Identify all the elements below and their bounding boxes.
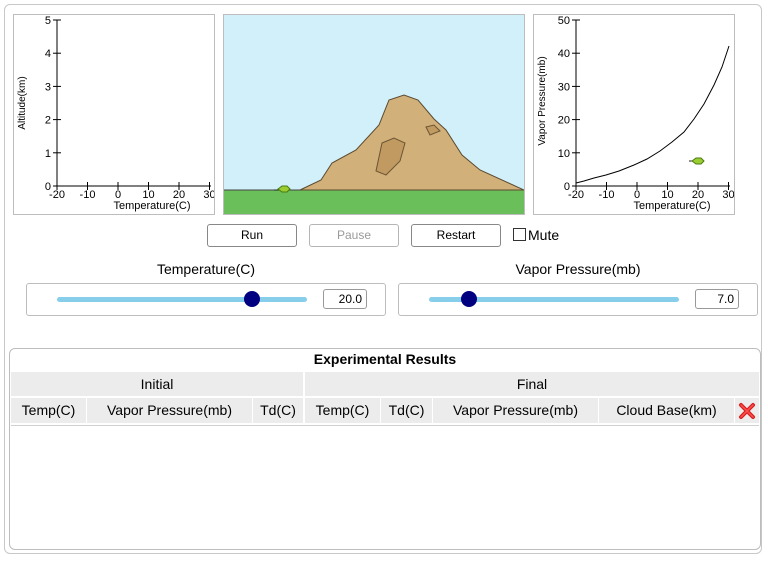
- results-table-body: [11, 425, 759, 546]
- x-tick-label: 0: [634, 189, 640, 201]
- experimental-results-panel: Experimental Results Initial Final Temp(…: [9, 348, 761, 550]
- group-initial-header: Initial: [11, 372, 305, 396]
- y-tick-label: 40: [558, 48, 570, 60]
- run-button[interactable]: Run: [207, 224, 297, 247]
- temperature-slider-thumb[interactable]: [244, 291, 260, 307]
- temperature-slider-label: Temperature(C): [156, 261, 256, 277]
- vapor-graph-x-label: Temperature(C): [633, 200, 710, 212]
- x-tick-label: 30: [203, 189, 214, 201]
- x-tick-label: -20: [568, 189, 584, 201]
- x-tick-label: 30: [722, 189, 734, 201]
- app-window: [4, 4, 762, 554]
- mute-checkbox[interactable]: Mute: [513, 227, 559, 243]
- ground: [224, 190, 524, 214]
- air-parcel-icon[interactable]: [277, 185, 291, 193]
- vapor-graph-svg: 0 10 20 30 40 50 -20 -10 0 10 20 30 Vapor Pressure…: [537, 15, 734, 212]
- y-tick-label: 2: [45, 115, 51, 127]
- vapor-parcel-marker-icon: [691, 157, 705, 165]
- col-initial-vapor-pressure: Vapor Pressure(mb): [87, 398, 253, 423]
- col-final-temp: Temp(C): [305, 398, 381, 423]
- x-tick-label: 10: [661, 189, 673, 201]
- results-column-header: Temp(C) Vapor Pressure(mb) Td(C) Temp(C)…: [11, 398, 759, 423]
- mountain-rock-large: [375, 137, 406, 176]
- y-tick-label: 0: [564, 181, 570, 193]
- col-initial-td: Td(C): [253, 398, 305, 423]
- y-tick-label: 20: [558, 115, 570, 127]
- x-tick-label: 0: [115, 189, 121, 201]
- x-tick-label: 20: [692, 189, 704, 201]
- x-tick-label: 20: [173, 189, 185, 201]
- mountain-rock-small: [425, 124, 441, 136]
- altitude-graph: 0 1 2 3 4 5 -20 -10 0 10 20 30 Altitude(km) Temper…: [13, 14, 215, 215]
- y-tick-label: 0: [45, 181, 51, 193]
- col-final-vapor-pressure: Vapor Pressure(mb): [433, 398, 599, 423]
- col-final-td: Td(C): [381, 398, 433, 423]
- vapor-pressure-graph: 0 10 20 30 40 50 -20 -10 0 10 20 30 Vapor Pressure…: [533, 14, 735, 215]
- clear-results-icon[interactable]: [738, 402, 756, 420]
- saturation-vapor-pressure-curve: [575, 45, 730, 184]
- x-tick-label: -10: [80, 189, 96, 201]
- y-tick-label: 1: [45, 148, 51, 160]
- temperature-slider-panel: 20.0: [26, 283, 386, 316]
- col-cloud-base: Cloud Base(km): [599, 398, 735, 423]
- restart-button[interactable]: Restart: [411, 224, 501, 247]
- group-final-header: Final: [516, 376, 548, 392]
- pause-button[interactable]: Pause: [309, 224, 399, 247]
- mountain: [299, 94, 525, 191]
- temperature-value-field[interactable]: 20.0: [323, 289, 367, 309]
- y-tick-label: 10: [558, 148, 570, 160]
- results-title: Experimental Results: [313, 351, 457, 367]
- vapor-pressure-value-field[interactable]: 7.0: [695, 289, 739, 309]
- y-tick-label: 5: [45, 15, 51, 27]
- x-tick-label: -10: [599, 189, 615, 201]
- altitude-graph-x-label: Temperature(C): [113, 200, 190, 212]
- temperature-slider-track[interactable]: [57, 297, 307, 302]
- vapor-axis-label: Vapor Pressure(mb): [537, 56, 548, 145]
- results-group-header: Initial Final: [11, 372, 759, 396]
- y-tick-label: 3: [45, 81, 51, 93]
- mute-checkbox-box[interactable]: [513, 228, 526, 241]
- x-tick-label: 10: [142, 189, 154, 201]
- altitude-graph-svg: 0 1 2 3 4 5 -20 -10 0 10 20 30 Altitude(km) Temper…: [17, 15, 214, 212]
- y-tick-label: 50: [558, 15, 570, 27]
- mountain-scene-svg: [224, 15, 525, 214]
- col-initial-temp: Temp(C): [11, 398, 87, 423]
- vapor-pressure-slider-thumb[interactable]: [461, 291, 477, 307]
- vapor-pressure-slider-panel: 7.0: [398, 283, 758, 316]
- vapor-pressure-slider-track[interactable]: [429, 297, 679, 302]
- mountain-scene: [223, 14, 525, 215]
- x-tick-label: -20: [49, 189, 65, 201]
- vapor-pressure-slider-label: Vapor Pressure(mb): [515, 261, 641, 277]
- altitude-axis-label: Altitude(km): [17, 76, 28, 129]
- y-tick-label: 30: [558, 81, 570, 93]
- y-tick-label: 4: [45, 48, 51, 60]
- mute-label: Mute: [528, 227, 560, 243]
